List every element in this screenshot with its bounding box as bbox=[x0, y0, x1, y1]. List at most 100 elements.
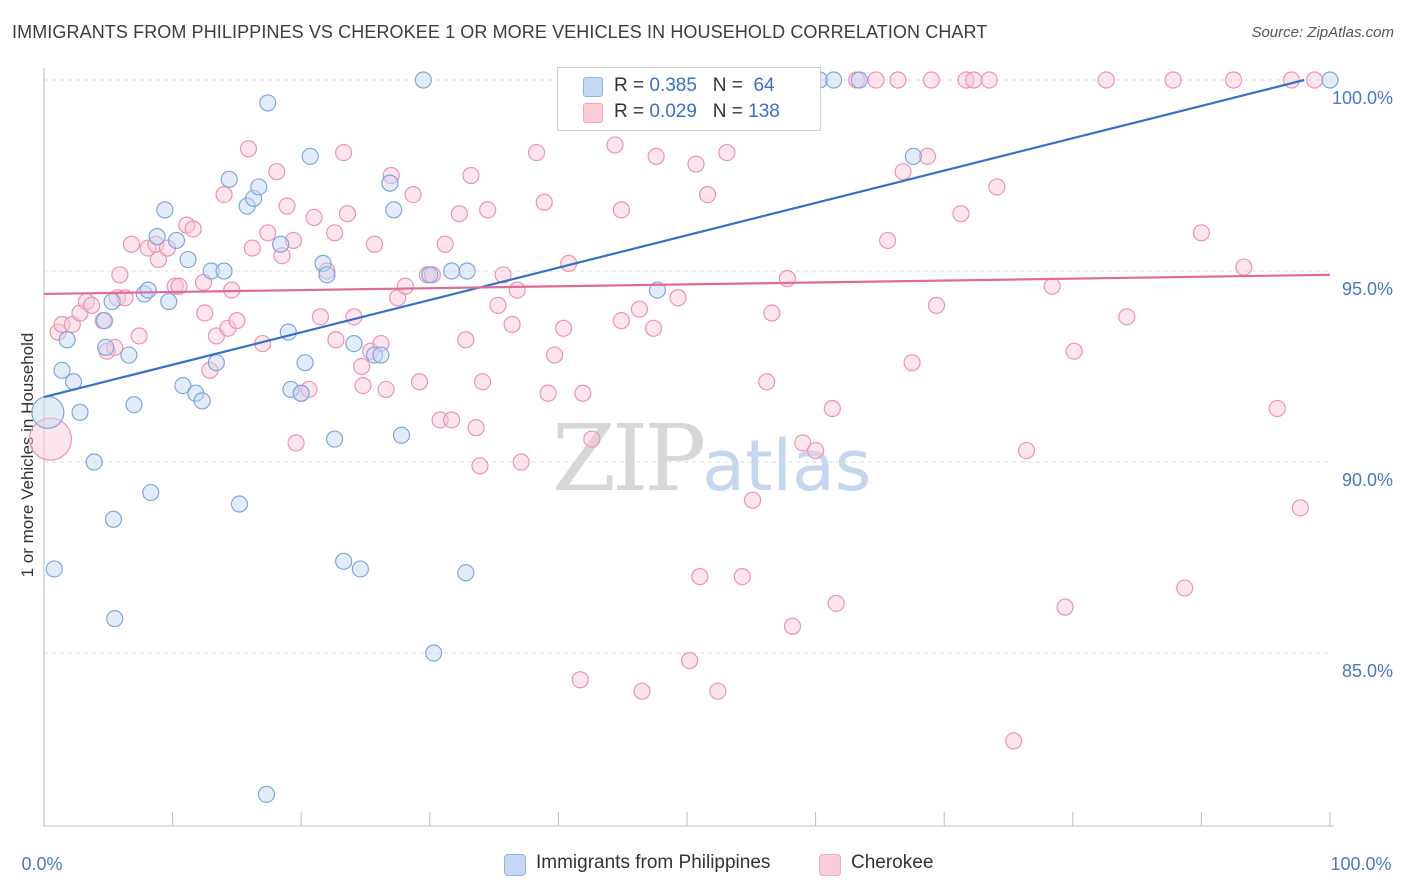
cherokee-point bbox=[196, 304, 214, 322]
cherokee-point bbox=[527, 143, 546, 162]
cherokee-point bbox=[327, 331, 345, 349]
gridlines bbox=[44, 79, 1330, 654]
philippines-point bbox=[282, 380, 300, 399]
cherokee-point bbox=[139, 239, 157, 257]
philippines-point bbox=[179, 250, 197, 269]
cherokee-point bbox=[647, 147, 665, 165]
philippines-point bbox=[230, 495, 249, 513]
cherokee-point bbox=[794, 434, 812, 452]
cherokee-point bbox=[122, 235, 141, 253]
philippines-point bbox=[365, 346, 384, 364]
philippines-point bbox=[257, 785, 276, 803]
tick-labels: 100.0% 95.0% 90.0% 85.0% 0.0% 100.0% bbox=[21, 88, 1393, 874]
y-tick-label: 95.0% bbox=[1342, 279, 1393, 299]
philippines-point bbox=[220, 170, 238, 188]
cherokee-point bbox=[763, 304, 781, 322]
cherokee-point bbox=[1065, 342, 1083, 360]
cherokee-point bbox=[450, 205, 468, 223]
cherokee-point bbox=[1056, 598, 1074, 616]
philippines-point bbox=[425, 644, 443, 662]
cherokee-point bbox=[353, 357, 371, 376]
cherokee-point bbox=[709, 682, 727, 700]
philippines-point bbox=[345, 334, 363, 353]
cherokee-point bbox=[1235, 258, 1253, 276]
r-label: R = bbox=[614, 101, 645, 122]
philippines-point bbox=[193, 392, 211, 410]
cherokee-point bbox=[733, 567, 751, 586]
cherokee-point bbox=[471, 457, 489, 475]
philippines-point bbox=[174, 377, 192, 395]
cherokee-point bbox=[922, 71, 940, 89]
cherokee-point bbox=[535, 193, 553, 211]
cherokee-point bbox=[404, 186, 422, 204]
philippines-point bbox=[421, 266, 439, 284]
philippines-point bbox=[103, 292, 121, 311]
cherokee-point bbox=[508, 281, 526, 299]
cherokee-trend-line bbox=[43, 273, 1331, 296]
philippines-point bbox=[142, 483, 160, 502]
cherokee-point bbox=[462, 166, 480, 185]
y-tick-label: 100.0% bbox=[1332, 88, 1393, 108]
philippines-point bbox=[167, 231, 186, 250]
philippines-point bbox=[120, 346, 138, 364]
cherokee-point bbox=[166, 277, 184, 295]
cherokee-point bbox=[479, 201, 497, 219]
r-label: R = bbox=[614, 75, 645, 96]
cherokee-point bbox=[988, 178, 1006, 196]
watermark-zip: ZIP bbox=[552, 405, 706, 512]
philippines-point bbox=[296, 354, 314, 372]
cherokee-point bbox=[583, 430, 601, 448]
cherokee-point bbox=[571, 671, 589, 689]
r-value: 0.029 bbox=[649, 101, 697, 122]
philippines-point bbox=[326, 430, 344, 448]
cherokee-point bbox=[228, 312, 246, 330]
cherokee-point bbox=[82, 296, 101, 314]
philippines-point bbox=[457, 564, 475, 582]
cherokee-point bbox=[612, 312, 631, 330]
cherokee-point bbox=[28, 417, 73, 461]
cherokee-point bbox=[889, 71, 907, 89]
philippines-points bbox=[31, 71, 1339, 803]
cherokee-point bbox=[1097, 71, 1115, 89]
cherokee-legend-swatch bbox=[819, 854, 841, 876]
cherokee-point bbox=[698, 186, 717, 204]
cherokee-point bbox=[1017, 441, 1036, 460]
cherokee-point bbox=[365, 235, 384, 253]
watermark: ZIPatlas bbox=[552, 405, 871, 512]
philippines-point bbox=[95, 312, 114, 330]
cherokee-point bbox=[827, 594, 845, 612]
cherokee-point bbox=[1192, 224, 1211, 242]
n-label: N = bbox=[712, 75, 743, 96]
cherokee-point bbox=[952, 205, 970, 223]
philippines-trend-line bbox=[43, 78, 1305, 399]
cherokee-point bbox=[305, 208, 323, 227]
philippines-point bbox=[335, 552, 353, 570]
philippines-point bbox=[207, 354, 225, 372]
cherokee-points bbox=[28, 71, 1324, 750]
philippines-point bbox=[351, 560, 369, 578]
philippines-point bbox=[53, 361, 71, 379]
cherokee-point bbox=[1305, 71, 1324, 89]
cherokee-point bbox=[612, 201, 631, 219]
philippines-point bbox=[148, 228, 166, 246]
philippines-point bbox=[392, 426, 411, 444]
philippines-point bbox=[825, 71, 843, 89]
cherokee-swatch bbox=[583, 103, 603, 123]
philippines-point bbox=[904, 147, 922, 165]
cherokee-point bbox=[354, 377, 372, 395]
cherokee-point bbox=[927, 296, 946, 314]
cherokee-point bbox=[311, 308, 330, 326]
philippines-point bbox=[259, 94, 277, 112]
cherokee-point bbox=[633, 682, 651, 700]
philippines-point bbox=[250, 178, 268, 196]
r-value: 0.385 bbox=[649, 75, 697, 96]
x-tick-label-left: 0.0% bbox=[21, 854, 62, 874]
cherokee-point bbox=[1268, 399, 1286, 418]
cherokee-point bbox=[743, 491, 762, 509]
philippines-point bbox=[850, 71, 868, 89]
philippines-swatch bbox=[583, 77, 603, 97]
philippines-point bbox=[125, 396, 143, 414]
cherokee-point bbox=[284, 231, 303, 250]
cherokee-point bbox=[574, 384, 592, 402]
